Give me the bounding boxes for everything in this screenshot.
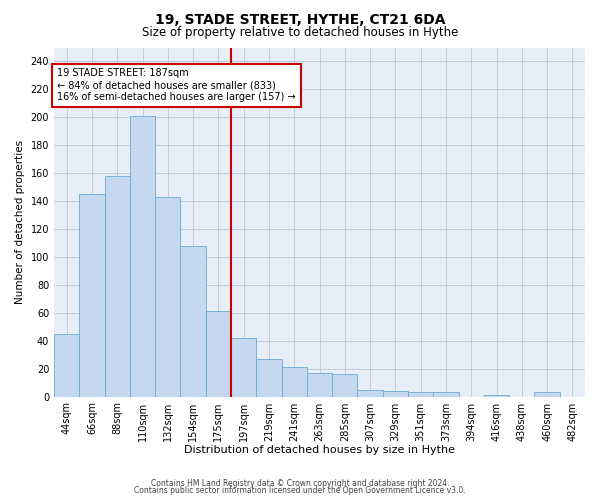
Bar xyxy=(104,176,130,396)
Bar xyxy=(433,392,458,396)
Bar xyxy=(54,334,79,396)
Bar xyxy=(155,197,181,396)
Bar xyxy=(281,368,307,396)
Bar xyxy=(332,374,358,396)
Text: 19, STADE STREET, HYTHE, CT21 6DA: 19, STADE STREET, HYTHE, CT21 6DA xyxy=(155,12,445,26)
Y-axis label: Number of detached properties: Number of detached properties xyxy=(15,140,25,304)
Bar xyxy=(535,392,560,396)
Text: 19 STADE STREET: 187sqm
← 84% of detached houses are smaller (833)
16% of semi-d: 19 STADE STREET: 187sqm ← 84% of detache… xyxy=(57,68,296,102)
X-axis label: Distribution of detached houses by size in Hythe: Distribution of detached houses by size … xyxy=(184,445,455,455)
Bar xyxy=(130,116,155,396)
Bar xyxy=(383,391,408,396)
Bar xyxy=(181,246,206,396)
Text: Contains HM Land Registry data © Crown copyright and database right 2024.: Contains HM Land Registry data © Crown c… xyxy=(151,478,449,488)
Bar xyxy=(256,359,281,397)
Bar xyxy=(484,395,509,396)
Bar xyxy=(231,338,256,396)
Text: Contains public sector information licensed under the Open Government Licence v3: Contains public sector information licen… xyxy=(134,486,466,495)
Bar xyxy=(79,194,104,396)
Bar xyxy=(206,312,231,396)
Bar xyxy=(408,392,433,396)
Bar xyxy=(358,390,383,396)
Text: Size of property relative to detached houses in Hythe: Size of property relative to detached ho… xyxy=(142,26,458,39)
Bar xyxy=(307,373,332,396)
